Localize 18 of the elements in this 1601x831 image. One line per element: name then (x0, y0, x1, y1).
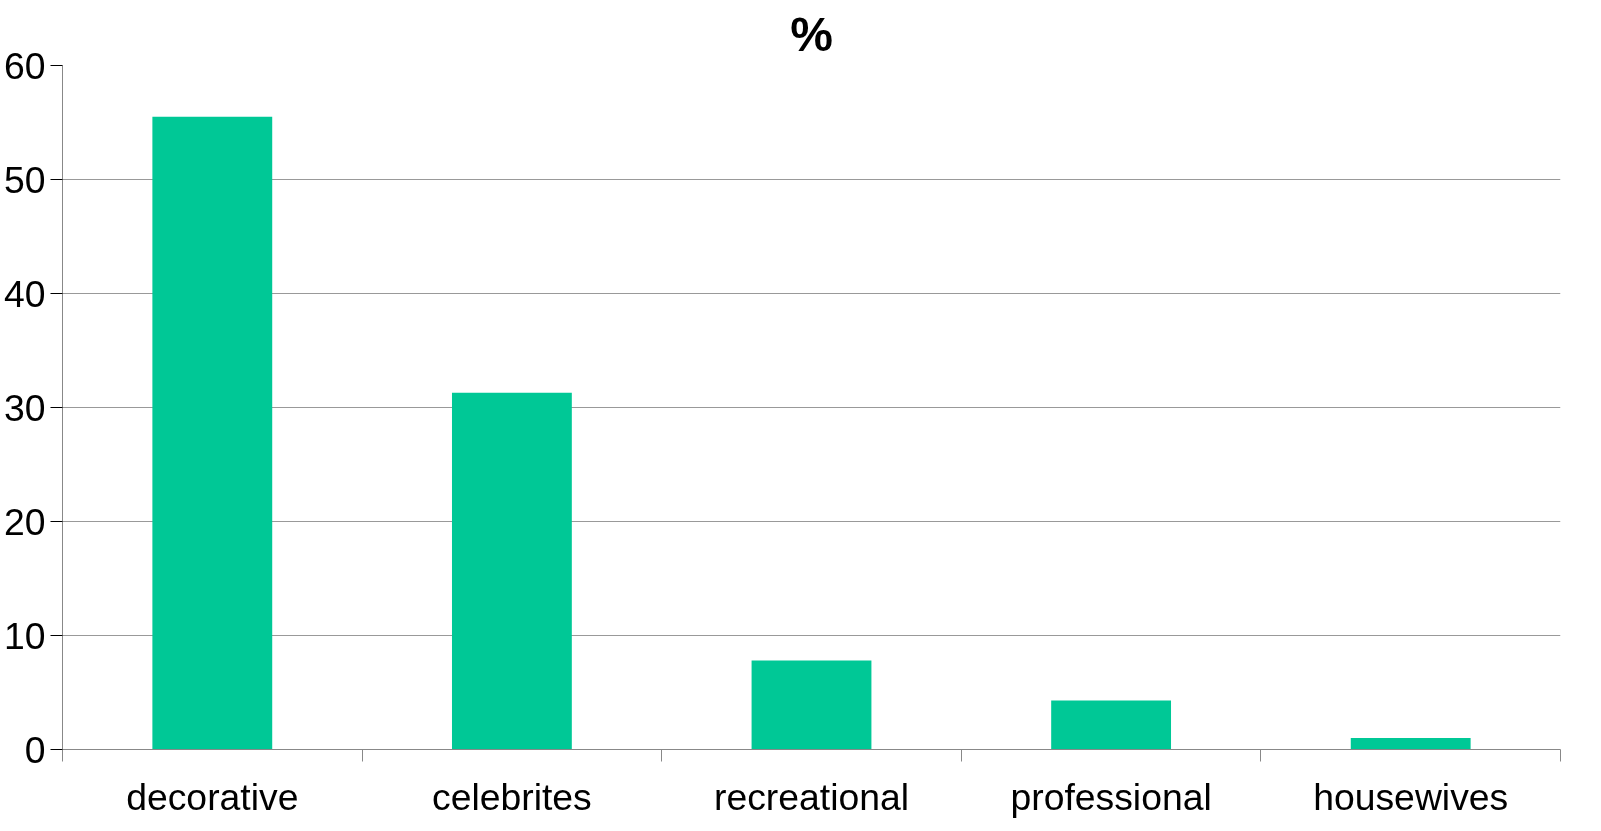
y-tick-label: 30 (3, 386, 46, 429)
x-tick-label: recreational (713, 775, 910, 818)
y-tick-label: 20 (3, 500, 46, 543)
bar (152, 116, 273, 750)
y-tick-label: 50 (3, 158, 46, 201)
bar (1350, 738, 1471, 750)
bar (451, 392, 572, 750)
x-tick-label: celebrites (432, 775, 592, 818)
chart-title: % (790, 7, 833, 61)
y-tick-label: 10 (3, 614, 46, 657)
bar (751, 660, 872, 750)
x-tick-label: professional (1010, 775, 1212, 818)
y-tick-label: 40 (3, 272, 46, 315)
x-tick-label: housewives (1313, 775, 1509, 818)
bar (1051, 700, 1172, 750)
y-tick-label: 0 (24, 728, 46, 771)
y-tick-label: 60 (3, 44, 46, 87)
x-tick-label: decorative (126, 775, 299, 818)
